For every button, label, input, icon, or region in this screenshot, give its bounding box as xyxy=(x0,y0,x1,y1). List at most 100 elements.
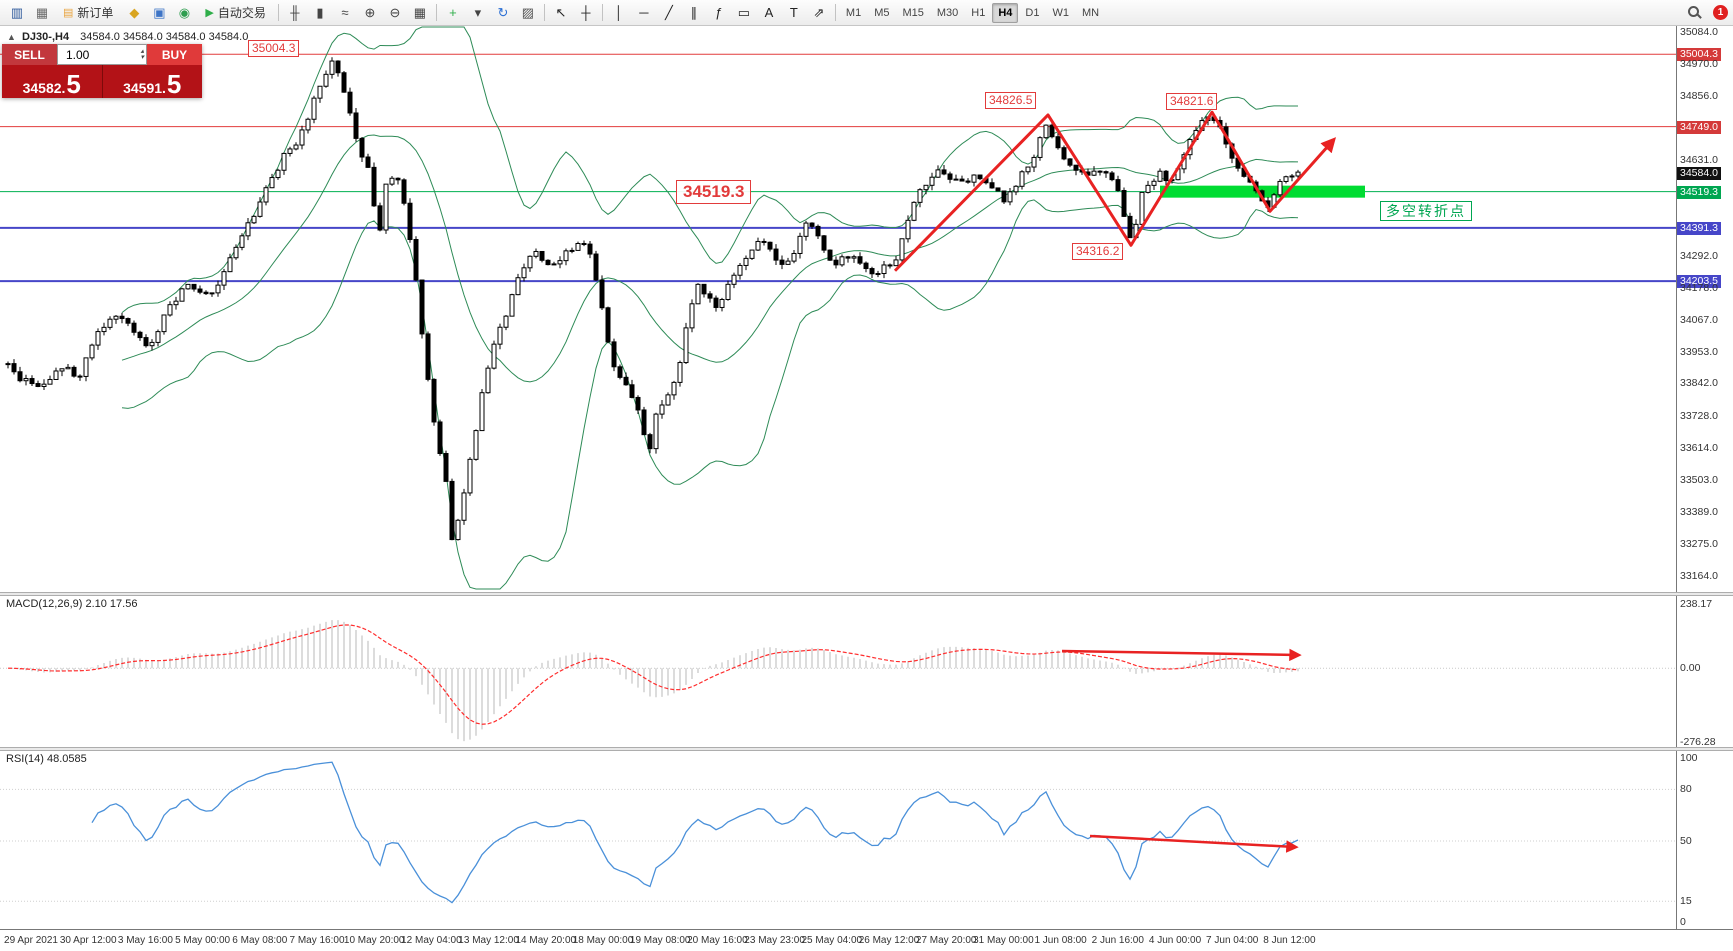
timeframe-mn[interactable]: MN xyxy=(1081,6,1100,19)
toolbar: ▥ ▦ ▤ 新订单 ◆ ▣ ◉ ▶ 自动交易 ╫ ▮ ≈ ⊕ ⊖ ▦ + ▾ ↻ ▨ ↖ ┼ │ ─ ╱ ∥ ƒ ▭ A T ⇗ M1 M5 M… xyxy=(0,0,1733,26)
spin-down-icon[interactable]: ▾ xyxy=(140,53,144,61)
macd-panel-separator[interactable] xyxy=(0,592,1733,596)
time-label: 31 May 00:00 xyxy=(973,935,1034,946)
price-annotation-34316.2[interactable]: 34316.2 xyxy=(1072,243,1124,260)
turning-point-label[interactable]: 多空转折点 xyxy=(1380,201,1472,221)
timeframe-h1[interactable]: H1 xyxy=(971,6,986,19)
bollinger-bands xyxy=(121,26,1299,590)
time-label: 29 Apr 2021 xyxy=(4,935,58,946)
time-label: 26 May 12:00 xyxy=(858,935,920,946)
new-order-button[interactable]: ▤ 新订单 xyxy=(55,2,121,24)
price-annotation-35004.3[interactable]: 35004.3 xyxy=(248,40,300,57)
timeframe-m15[interactable]: M15 xyxy=(902,6,924,19)
macd-signal-line xyxy=(7,624,1299,725)
volume-spinner[interactable]: ▴ ▾ xyxy=(140,47,144,61)
timeframe-h4[interactable]: H4 xyxy=(992,2,1019,23)
price-tick-34970.0: 34970.0 xyxy=(1680,58,1718,70)
chart-profile-icon[interactable]: ▦ xyxy=(35,4,49,20)
add-indicator-icon[interactable]: + xyxy=(449,5,457,20)
price-tick-33275.0: 33275.0 xyxy=(1680,538,1718,550)
chart-window-icon[interactable]: ▥ xyxy=(10,4,24,20)
timeframe-m30[interactable]: M30 xyxy=(936,6,959,19)
time-label: 7 Jun 04:00 xyxy=(1206,935,1259,946)
timeframe-m1[interactable]: M1 xyxy=(845,6,862,19)
strategy-icon[interactable]: ◉ xyxy=(178,4,191,20)
chart-header: ▲ DJ30-,H4 34584.0 34584.0 34584.0 34584… xyxy=(7,31,248,43)
sell-price-pip: 5 xyxy=(66,68,81,99)
trend-zigzag-arrow[interactable] xyxy=(893,110,1336,272)
crosshair-icon[interactable]: ┼ xyxy=(581,5,591,20)
volume-input[interactable]: 1.00 ▴ ▾ xyxy=(57,44,147,65)
time-label: 2 Jun 16:00 xyxy=(1091,935,1144,946)
period-cycle-icon[interactable]: ↻ xyxy=(497,4,509,20)
zoom-in-icon[interactable]: ⊕ xyxy=(364,4,376,20)
spin-up-icon[interactable]: ▴ xyxy=(140,47,144,55)
timeframe-d1[interactable]: D1 xyxy=(1025,6,1040,19)
rsi-line xyxy=(91,761,1299,904)
price-tick-33614.0: 33614.0 xyxy=(1680,442,1718,454)
price-annotation-34826.5[interactable]: 34826.5 xyxy=(985,92,1037,109)
time-axis[interactable]: 29 Apr 2021 30 Apr 12:00 3 May 16:00 5 May … xyxy=(0,929,1733,951)
text-icon[interactable]: A xyxy=(764,5,774,20)
time-label: 25 May 04:00 xyxy=(801,935,863,946)
price-axis[interactable] xyxy=(1676,26,1733,951)
notification-badge[interactable]: 1 xyxy=(1713,5,1728,20)
time-label: 13 May 12:00 xyxy=(458,935,519,946)
line-chart-icon[interactable]: ≈ xyxy=(341,5,349,20)
candlestick-chart-icon[interactable]: ▮ xyxy=(316,4,324,20)
buy-button[interactable]: BUY xyxy=(147,44,202,65)
time-label: 3 May 16:00 xyxy=(117,935,173,946)
toolbar-separator xyxy=(435,4,437,21)
tile-windows-icon[interactable]: ▦ xyxy=(413,4,427,20)
sell-price[interactable]: 34582. 5 xyxy=(2,65,102,98)
sell-button[interactable]: SELL xyxy=(2,44,57,65)
buy-price[interactable]: 34591. 5 xyxy=(102,65,202,98)
toolbar-separator xyxy=(543,4,545,21)
one-click-toggle-icon[interactable]: ▲ xyxy=(7,32,16,42)
data-window-icon[interactable]: ▣ xyxy=(153,4,166,20)
market-watch-icon[interactable]: ◆ xyxy=(129,4,140,20)
horizontal-lines[interactable] xyxy=(0,53,1676,283)
volume-value: 1.00 xyxy=(66,47,90,62)
cursor-icon[interactable]: ↖ xyxy=(555,4,567,20)
vertical-line-icon[interactable]: │ xyxy=(614,5,623,20)
indicator-dropdown-icon[interactable]: ▾ xyxy=(474,4,482,20)
time-label: 19 May 08:00 xyxy=(629,935,691,946)
price-annotation-34519.3[interactable]: 34519.3 xyxy=(676,180,752,204)
trendline-icon[interactable]: ╱ xyxy=(664,4,673,20)
magnifier-glyph xyxy=(1687,5,1702,20)
toolbar-separator xyxy=(834,4,836,21)
rsi-trend-arrow[interactable] xyxy=(1089,834,1299,853)
price-tick-34584.0: 34584.0 xyxy=(1677,167,1721,180)
price-tick-34203.5: 34203.5 xyxy=(1677,275,1721,288)
time-label: 18 May 00:00 xyxy=(572,935,634,946)
timeframe-m5[interactable]: M5 xyxy=(874,6,890,19)
macd-histogram xyxy=(13,620,1299,742)
fibonacci-icon[interactable]: ƒ xyxy=(715,5,723,20)
new-order-button-label: 新订单 xyxy=(77,6,114,20)
horizontal-line-icon[interactable]: ─ xyxy=(639,5,649,20)
templates-icon[interactable]: ▨ xyxy=(521,4,535,20)
rsi-panel-separator[interactable] xyxy=(0,747,1733,751)
auto-trading-button[interactable]: ▶ 自动交易 xyxy=(197,2,273,24)
price-tick-34178.0: 34178.0 xyxy=(1680,282,1718,294)
timeframe-w1[interactable]: W1 xyxy=(1052,6,1069,19)
macd-trend-arrow[interactable] xyxy=(1061,648,1302,662)
zoom-out-icon[interactable]: ⊖ xyxy=(389,4,401,20)
arrows-tool-icon[interactable]: ⇗ xyxy=(813,4,825,20)
price-annotation-34821.6[interactable]: 34821.6 xyxy=(1166,93,1218,110)
text-label-icon[interactable]: T xyxy=(789,5,798,20)
toolbar-separator xyxy=(277,4,279,21)
rsi-tick-50: 50 xyxy=(1680,835,1692,847)
channel-icon[interactable]: ∥ xyxy=(690,4,698,20)
macd-label: MACD(12,26,9) 2.10 17.56 xyxy=(6,598,138,610)
rsi-tick-0: 0 xyxy=(1680,916,1686,928)
time-label: 27 May 20:00 xyxy=(915,935,977,946)
shapes-icon[interactable]: ▭ xyxy=(737,4,751,20)
price-tick-33953.0: 33953.0 xyxy=(1680,346,1718,358)
price-tick-34067.0: 34067.0 xyxy=(1680,314,1718,326)
search-icon[interactable] xyxy=(1682,2,1706,24)
bar-chart-icon[interactable]: ╫ xyxy=(290,5,300,20)
